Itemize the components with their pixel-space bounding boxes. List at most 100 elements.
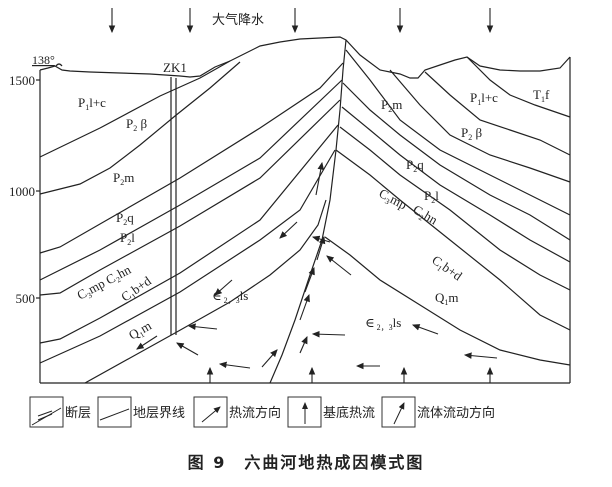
suffix: hn bbox=[421, 208, 440, 228]
suffix: mp bbox=[388, 191, 410, 212]
flow-arrows bbox=[108, 8, 498, 383]
suffix: m bbox=[392, 97, 402, 112]
suffix: β bbox=[137, 116, 147, 131]
stratum-label-right: T1f bbox=[533, 87, 550, 104]
subscript: 1 bbox=[477, 98, 481, 107]
subscript: 3 bbox=[86, 291, 94, 301]
stratum-boundary-line bbox=[84, 199, 327, 384]
subscript: 2 bbox=[431, 196, 435, 205]
heat-flow-arrow-icon bbox=[214, 279, 233, 296]
stratum-boundary-line bbox=[39, 61, 241, 195]
fluid-flow-arrow-icon bbox=[304, 266, 315, 293]
stratum-label-left: ∈ 2，3ls bbox=[212, 288, 248, 305]
subscript: 1 bbox=[541, 95, 545, 104]
suffix: q bbox=[417, 157, 424, 172]
subscript: 1 bbox=[444, 298, 448, 307]
subscript: 2 bbox=[123, 218, 127, 227]
figure-caption: 图 9 六曲河地热成因模式图 bbox=[188, 453, 425, 472]
legend-item: 地层界线 bbox=[97, 396, 185, 428]
stratum-label-right: P2l bbox=[424, 188, 439, 205]
fluid-flow-arrow-icon bbox=[299, 293, 310, 321]
suffix: l bbox=[435, 188, 439, 203]
stratum-boundary-line bbox=[466, 56, 571, 118]
tick-label-1500: 1500 bbox=[9, 73, 35, 88]
heat-flow-arrow-icon bbox=[463, 352, 498, 359]
heat-flow-direction-icon bbox=[201, 406, 221, 423]
suffix: l+c bbox=[89, 95, 106, 110]
heat-flow-arrow-icon bbox=[411, 324, 439, 335]
heat-flow-arrow-icon bbox=[176, 342, 199, 356]
subscript: 2 bbox=[127, 238, 131, 247]
legend-item: 基底热流 bbox=[287, 396, 375, 428]
stratum-label-right: P2q bbox=[406, 157, 424, 174]
subscript: 2 bbox=[413, 165, 417, 174]
fluid-flow-arrow-icon bbox=[261, 349, 278, 368]
symbol: P bbox=[381, 97, 388, 112]
symbol: ∈ bbox=[365, 315, 375, 330]
stratum-boundaries bbox=[39, 49, 571, 384]
stratum-label-right: P2m bbox=[381, 97, 402, 114]
heat-flow-arrow-icon bbox=[311, 330, 346, 338]
subscript: 2 bbox=[133, 124, 137, 133]
borehole-label: ZK1 bbox=[163, 60, 187, 75]
suffix: f bbox=[545, 87, 550, 102]
legend-box bbox=[193, 396, 228, 428]
symbol: P bbox=[406, 157, 413, 172]
subscript: 3 bbox=[383, 197, 391, 207]
legend-box bbox=[381, 396, 416, 428]
fluid-flow-arrow-icon bbox=[315, 161, 325, 196]
stratum-boundary-line bbox=[39, 124, 339, 344]
legend-label: 基底热流 bbox=[323, 405, 375, 421]
subscript: 1 bbox=[138, 330, 146, 340]
suffix: ls bbox=[240, 288, 249, 303]
symbol: P bbox=[470, 90, 477, 105]
stratum-boundary-line bbox=[389, 69, 571, 183]
precipitation-label: 大气降水 bbox=[212, 12, 264, 28]
tick-label-500: 500 bbox=[16, 291, 36, 306]
dip-label: 138° bbox=[32, 53, 55, 67]
legend-item: 热流方向 bbox=[193, 396, 281, 428]
legend-box bbox=[29, 396, 64, 428]
legend-box bbox=[287, 396, 322, 428]
subscript: 2 bbox=[468, 133, 472, 142]
stratum-label-right: P1l+c bbox=[470, 90, 498, 107]
stratum-label-left: P1l+c bbox=[78, 95, 106, 112]
legend-label: 流体流动方向 bbox=[417, 405, 495, 421]
suffix: m bbox=[448, 290, 458, 305]
legend: 断层 地层界线 热流方向 基底热流 流体流动方向 bbox=[29, 396, 495, 428]
stratum-boundary-line bbox=[345, 49, 571, 216]
stratum-label-right: ∈ 2，3ls bbox=[365, 315, 401, 332]
stratum-boundary-line bbox=[39, 99, 341, 296]
stratum-boundary-line bbox=[424, 71, 571, 156]
stratum-label-left: P2l bbox=[120, 230, 135, 247]
stratum-boundary-line bbox=[342, 82, 571, 241]
suffix: l+c bbox=[481, 90, 498, 105]
y-ticks: 1500 1000 500 bbox=[9, 73, 40, 306]
symbol: P bbox=[424, 188, 431, 203]
stratum-boundary-line bbox=[341, 106, 571, 263]
symbol: P bbox=[116, 210, 123, 225]
stratum-label-left: P2q bbox=[116, 210, 134, 227]
symbol: P bbox=[120, 230, 127, 245]
topography-line bbox=[39, 36, 571, 79]
dip-symbol-icon bbox=[55, 63, 63, 67]
fluid-flow-direction-icon bbox=[393, 402, 405, 425]
symbol: Q bbox=[435, 290, 445, 305]
subscript: 2 bbox=[388, 105, 392, 114]
heat-flow-arrow-icon bbox=[187, 323, 218, 330]
symbol: T bbox=[533, 87, 541, 102]
heat-flow-arrow-icon bbox=[279, 221, 298, 239]
subscript: 1 bbox=[85, 103, 89, 112]
stratum-boundary-line bbox=[39, 79, 343, 281]
subscript: 2，3 bbox=[222, 296, 240, 305]
stratum-label-left: P2m bbox=[113, 170, 134, 187]
stratum-boundary-line bbox=[39, 62, 344, 254]
symbol: P bbox=[113, 170, 120, 185]
subscript: 1 bbox=[435, 264, 443, 274]
stratum-label-right: C1b+d bbox=[428, 252, 465, 285]
suffix: b+d bbox=[440, 259, 466, 283]
stratum-label-left: P2 β bbox=[126, 116, 147, 133]
tick-label-1000: 1000 bbox=[9, 184, 35, 199]
